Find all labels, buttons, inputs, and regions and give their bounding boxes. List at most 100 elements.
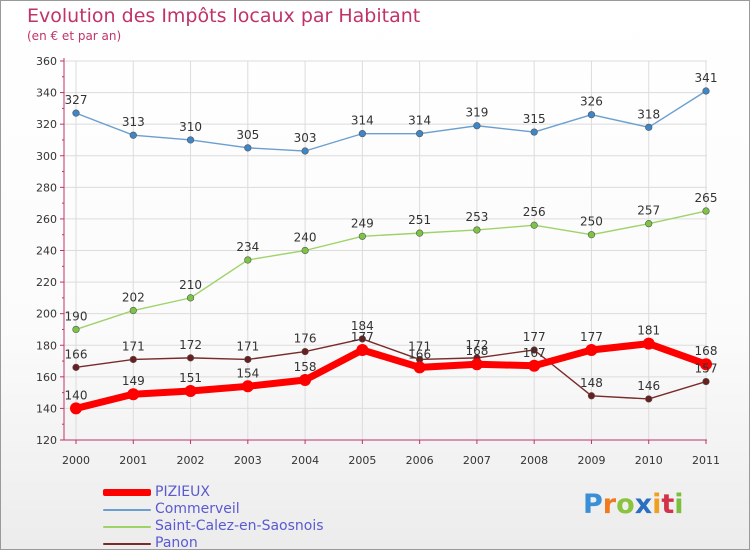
chart-subtitle: (en € et par an) bbox=[27, 29, 122, 43]
data-label: 240 bbox=[294, 231, 317, 245]
data-label: 171 bbox=[236, 339, 259, 353]
legend-item-pizieux: PIZIEUX bbox=[103, 484, 324, 501]
data-label: 151 bbox=[179, 371, 202, 385]
data-label: 140 bbox=[65, 388, 88, 402]
y-tick-label: 120 bbox=[36, 434, 57, 447]
data-label: 184 bbox=[351, 319, 374, 333]
data-point bbox=[244, 144, 252, 152]
data-label: 172 bbox=[465, 338, 488, 352]
legend-swatch-saint-calez bbox=[103, 525, 151, 528]
data-label: 256 bbox=[523, 205, 546, 219]
proxiti-logo: Proxiti bbox=[583, 489, 684, 520]
x-tick-label: 2007 bbox=[463, 454, 491, 467]
data-label: 253 bbox=[465, 210, 488, 224]
data-label: 190 bbox=[65, 309, 88, 323]
x-tick-label: 2011 bbox=[692, 454, 720, 467]
data-point bbox=[70, 402, 82, 415]
data-point bbox=[700, 358, 712, 371]
data-point bbox=[358, 335, 366, 343]
data-labels: 327 313 310 305 303 314 314 319 315 326 318 341 190 2… bbox=[65, 71, 718, 402]
data-label: 166 bbox=[65, 347, 88, 361]
data-label: 257 bbox=[637, 204, 660, 218]
y-tick-label: 240 bbox=[36, 245, 57, 258]
legend: PIZIEUX Commerveil Saint-Calez-en-Saosno… bbox=[103, 484, 324, 550]
data-label: 176 bbox=[294, 332, 317, 346]
data-label: 341 bbox=[695, 71, 718, 85]
data-label: 319 bbox=[465, 106, 488, 120]
axes: 120 140 160 180 200 220 240 260 280 300 320 340 360 2… bbox=[36, 55, 720, 467]
data-point bbox=[358, 232, 366, 240]
x-tick-label: 2000 bbox=[62, 454, 90, 467]
data-point bbox=[416, 229, 424, 237]
data-point bbox=[645, 123, 653, 131]
x-tick-label: 2008 bbox=[520, 454, 548, 467]
data-label: 313 bbox=[122, 115, 145, 129]
legend-label-saint-calez: Saint-Calez-en-Saosnois bbox=[155, 518, 324, 534]
data-label: 314 bbox=[351, 114, 374, 128]
data-label: 303 bbox=[294, 131, 317, 145]
data-label: 327 bbox=[65, 93, 88, 107]
data-point bbox=[470, 358, 483, 371]
data-label: 168 bbox=[695, 344, 718, 358]
data-point bbox=[530, 128, 538, 136]
data-label: 177 bbox=[523, 330, 546, 344]
data-label: 148 bbox=[580, 376, 603, 390]
grid bbox=[64, 60, 707, 441]
data-point bbox=[642, 337, 655, 350]
data-label: 171 bbox=[408, 339, 431, 353]
data-point bbox=[356, 343, 369, 356]
data-point bbox=[473, 122, 481, 130]
series-line-commerveil bbox=[75, 90, 707, 152]
data-label: 172 bbox=[179, 338, 202, 352]
data-label: 154 bbox=[236, 366, 259, 380]
data-point bbox=[528, 359, 541, 372]
data-label: 310 bbox=[179, 120, 202, 134]
data-point bbox=[129, 355, 137, 364]
data-label: 314 bbox=[408, 114, 431, 128]
y-tick-label: 320 bbox=[36, 118, 57, 131]
legend-swatch-commerveil bbox=[103, 508, 151, 511]
y-tick-label: 340 bbox=[36, 87, 57, 100]
data-point bbox=[702, 377, 710, 386]
y-tick-label: 300 bbox=[36, 150, 57, 163]
data-point bbox=[127, 388, 140, 401]
data-label: 234 bbox=[236, 240, 259, 254]
data-point bbox=[72, 325, 80, 334]
y-tick-label: 200 bbox=[36, 308, 57, 321]
data-point bbox=[587, 231, 596, 239]
x-tick-label: 2002 bbox=[177, 454, 205, 467]
data-point bbox=[413, 361, 426, 374]
data-point bbox=[587, 392, 596, 400]
x-tick-label: 2009 bbox=[577, 454, 605, 467]
data-label: 167 bbox=[523, 346, 546, 360]
legend-label-panon: Panon bbox=[155, 535, 198, 550]
data-label: 157 bbox=[695, 362, 718, 376]
data-label: 166 bbox=[408, 347, 431, 361]
data-label: 326 bbox=[580, 95, 603, 109]
data-point bbox=[186, 294, 195, 302]
data-label: 146 bbox=[637, 379, 660, 393]
legend-swatch-panon bbox=[103, 542, 151, 545]
x-tick-label: 2010 bbox=[635, 454, 663, 467]
data-point bbox=[530, 221, 538, 229]
data-point bbox=[186, 354, 195, 362]
series-line-panon bbox=[75, 338, 707, 400]
data-point bbox=[301, 246, 309, 255]
data-label: 202 bbox=[122, 291, 145, 305]
y-tick-label: 140 bbox=[36, 402, 57, 415]
data-point bbox=[186, 136, 195, 144]
data-label: 315 bbox=[523, 112, 546, 126]
data-point bbox=[301, 147, 309, 155]
legend-label-commerveil: Commerveil bbox=[155, 501, 240, 517]
x-tick-label: 2004 bbox=[291, 454, 319, 467]
data-label: 250 bbox=[580, 215, 603, 229]
x-tick-label: 2005 bbox=[348, 454, 376, 467]
y-tick-label: 160 bbox=[36, 371, 57, 384]
legend-item-panon: Panon bbox=[103, 535, 324, 550]
data-point bbox=[585, 343, 598, 356]
data-label: 265 bbox=[695, 191, 718, 205]
data-label: 305 bbox=[236, 128, 259, 142]
data-point bbox=[184, 385, 197, 398]
legend-item-saint-calez: Saint-Calez-en-Saosnois bbox=[103, 518, 324, 535]
